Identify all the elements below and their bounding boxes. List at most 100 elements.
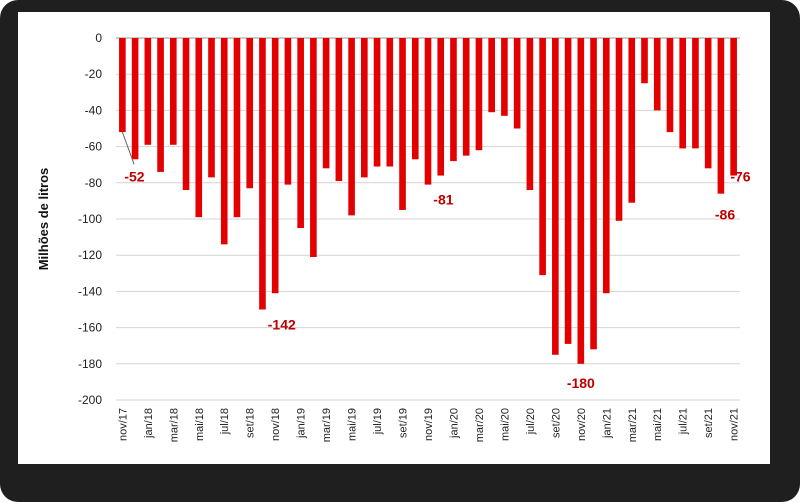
x-tick-label: mai/19 bbox=[347, 408, 359, 441]
x-tick-label: nov/21 bbox=[729, 408, 741, 441]
bar bbox=[602, 38, 610, 294]
bar bbox=[501, 38, 508, 116]
x-tick-label: mar/20 bbox=[474, 408, 486, 442]
bar bbox=[730, 38, 737, 176]
bar bbox=[361, 38, 368, 178]
leader-line bbox=[121, 131, 135, 165]
x-tick-label: set/18 bbox=[245, 408, 257, 438]
bar bbox=[246, 38, 254, 189]
x-tick-label: set/19 bbox=[398, 408, 410, 438]
x-axis-ticks: nov/17 jan/18 mar/18 mai/18 jul/18 set/18 nov/… bbox=[117, 408, 740, 442]
bar bbox=[322, 38, 330, 169]
data-label: -180 bbox=[567, 375, 595, 391]
y-tick-label: -40 bbox=[85, 103, 103, 117]
x-tick-label: jul/21 bbox=[678, 408, 690, 435]
bar bbox=[628, 38, 636, 203]
chart-panel: 0 -20 -40 -60 -80 -100 -120 -140 -160 -180 -200 -5… bbox=[18, 12, 770, 464]
bar bbox=[488, 38, 495, 113]
y-tick-label: -120 bbox=[78, 248, 102, 262]
x-tick-label: jan/20 bbox=[448, 408, 460, 439]
x-tick-label: set/21 bbox=[703, 408, 715, 438]
y-tick-label: -20 bbox=[85, 67, 103, 81]
x-tick-label: jul/18 bbox=[219, 408, 231, 435]
x-tick-label: jan/21 bbox=[601, 408, 613, 439]
leader-lines bbox=[121, 131, 135, 165]
bar bbox=[220, 38, 228, 245]
x-tick-label: mai/21 bbox=[652, 408, 664, 441]
x-tick-label: jan/18 bbox=[143, 408, 155, 439]
bar bbox=[348, 38, 355, 216]
bar bbox=[233, 38, 241, 218]
bar bbox=[513, 38, 521, 129]
bar bbox=[590, 38, 597, 350]
bar bbox=[144, 38, 152, 145]
bar bbox=[284, 38, 292, 185]
bar bbox=[615, 38, 623, 221]
bar bbox=[169, 38, 177, 145]
data-label: -86 bbox=[715, 207, 735, 223]
bar bbox=[157, 38, 164, 172]
bar bbox=[666, 38, 674, 133]
y-axis-ticks: 0 -20 -40 -60 -80 -100 -120 -140 -160 -180 -200 bbox=[78, 31, 102, 407]
bar bbox=[182, 38, 190, 191]
data-labels: -52 -142 -81 -180 -86 -76 bbox=[124, 168, 750, 391]
bar bbox=[475, 38, 483, 151]
bar bbox=[208, 38, 215, 178]
bar bbox=[641, 38, 648, 84]
bar bbox=[552, 38, 559, 355]
bar bbox=[335, 38, 343, 181]
bar bbox=[462, 38, 470, 156]
bar bbox=[717, 38, 725, 194]
data-label: -76 bbox=[730, 169, 750, 185]
y-tick-label: -200 bbox=[78, 393, 102, 407]
x-tick-label: nov/19 bbox=[423, 408, 435, 441]
data-label: -81 bbox=[433, 192, 453, 208]
y-tick-label: 0 bbox=[95, 31, 102, 45]
bar bbox=[310, 38, 317, 258]
bar bbox=[564, 38, 572, 344]
y-tick-label: -140 bbox=[78, 284, 102, 298]
bar bbox=[577, 38, 585, 364]
x-tick-label: mar/19 bbox=[321, 408, 333, 442]
x-tick-label: nov/17 bbox=[117, 408, 129, 441]
y-tick-label: -160 bbox=[78, 321, 102, 335]
data-label: -142 bbox=[268, 317, 296, 333]
bar bbox=[692, 38, 699, 149]
x-tick-label: mar/18 bbox=[168, 408, 180, 442]
x-tick-label: set/20 bbox=[550, 408, 562, 438]
x-tick-label: jul/20 bbox=[525, 408, 537, 435]
bar bbox=[539, 38, 546, 276]
x-tick-label: nov/18 bbox=[270, 408, 282, 441]
bar bbox=[373, 38, 381, 167]
bar bbox=[653, 38, 661, 111]
bar bbox=[297, 38, 304, 229]
y-tick-label: -180 bbox=[78, 357, 102, 371]
x-tick-label: mai/20 bbox=[499, 408, 511, 441]
bar bbox=[119, 38, 126, 133]
y-tick-label: -60 bbox=[85, 140, 103, 154]
x-tick-label: jul/19 bbox=[372, 408, 384, 435]
x-tick-label: mai/18 bbox=[194, 408, 206, 441]
bar bbox=[411, 38, 419, 160]
bar bbox=[195, 38, 203, 218]
bar bbox=[259, 38, 266, 310]
bar bbox=[437, 38, 445, 176]
x-tick-label: mar/21 bbox=[627, 408, 639, 442]
bar-chart: 0 -20 -40 -60 -80 -100 -120 -140 -160 -180 -200 -5… bbox=[36, 31, 751, 442]
y-tick-label: -80 bbox=[85, 176, 103, 190]
bar bbox=[386, 38, 394, 167]
bar bbox=[679, 38, 687, 149]
bar bbox=[704, 38, 712, 169]
bar bbox=[424, 38, 432, 185]
x-tick-label: nov/20 bbox=[576, 408, 588, 441]
bar bbox=[526, 38, 534, 191]
bars bbox=[119, 38, 737, 364]
y-tick-label: -100 bbox=[78, 212, 102, 226]
bar bbox=[399, 38, 406, 210]
data-label: -52 bbox=[124, 168, 144, 184]
bar bbox=[131, 38, 139, 160]
bar bbox=[450, 38, 457, 162]
bar bbox=[271, 38, 279, 294]
x-tick-label: jan/19 bbox=[296, 408, 308, 439]
